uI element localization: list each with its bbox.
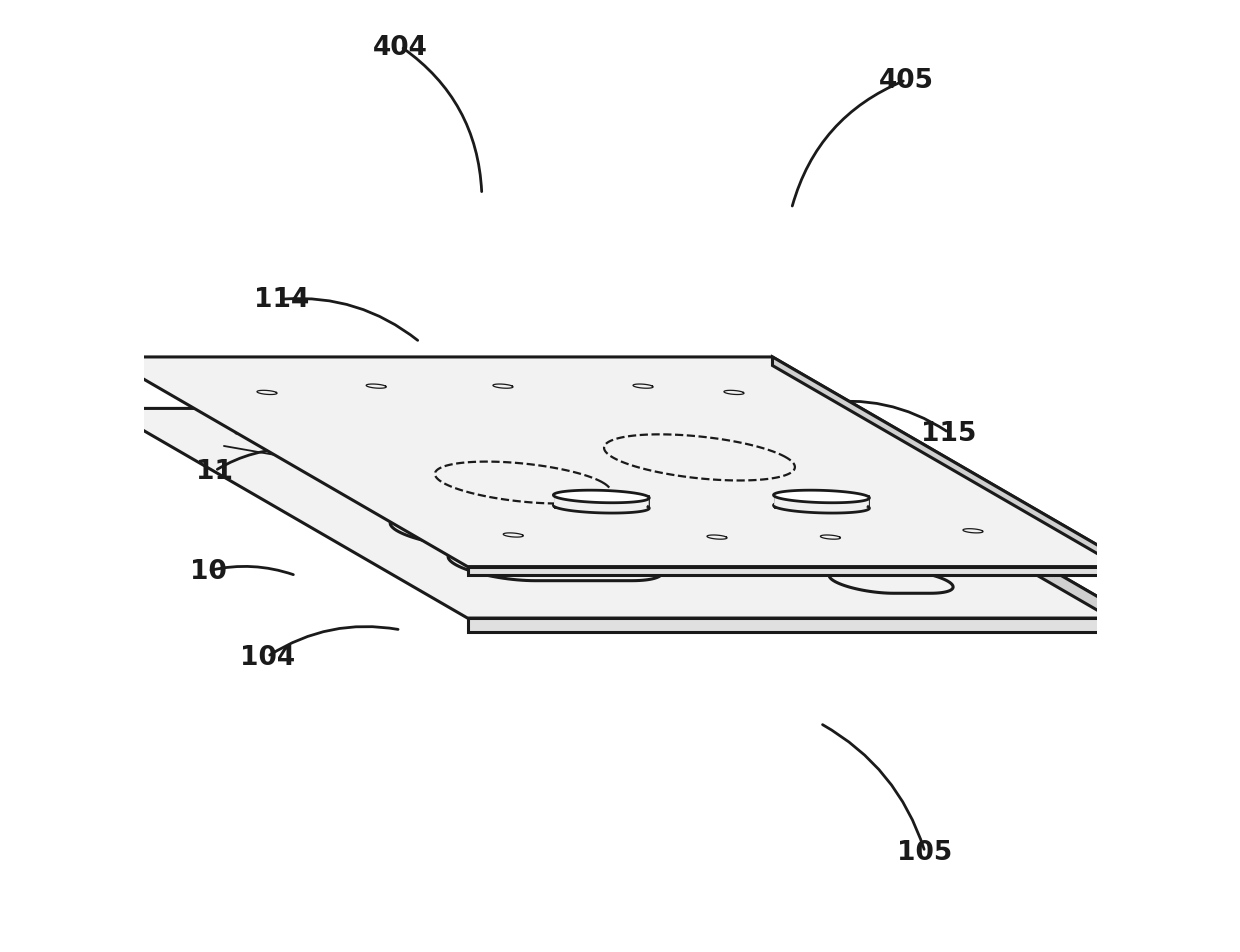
Text: 114: 114 [254, 287, 309, 313]
Polygon shape [467, 567, 1135, 576]
Polygon shape [774, 490, 869, 504]
Text: 11: 11 [196, 458, 233, 485]
Text: 10: 10 [190, 558, 227, 585]
Text: 104: 104 [239, 644, 295, 670]
Polygon shape [105, 358, 1135, 567]
Polygon shape [388, 486, 511, 513]
Polygon shape [105, 409, 1135, 619]
Text: 105: 105 [898, 839, 952, 865]
Polygon shape [775, 497, 869, 513]
Text: 405: 405 [878, 68, 934, 94]
Polygon shape [554, 497, 650, 513]
Polygon shape [467, 619, 1135, 632]
Polygon shape [773, 409, 1135, 632]
Text: 115: 115 [921, 420, 976, 446]
Polygon shape [773, 358, 1135, 576]
Polygon shape [553, 490, 650, 504]
Text: 404: 404 [373, 34, 428, 61]
Polygon shape [625, 486, 748, 513]
